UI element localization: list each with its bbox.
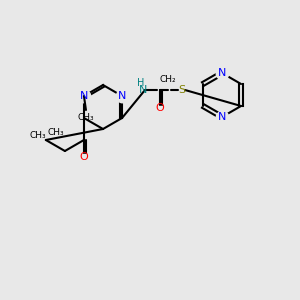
Text: CH₂: CH₂ (160, 76, 176, 85)
Text: H: H (137, 78, 145, 88)
Text: N: N (118, 91, 126, 101)
Text: N: N (139, 85, 147, 95)
Text: N: N (80, 91, 88, 101)
Text: N: N (218, 112, 226, 122)
Text: CH₃: CH₃ (78, 112, 94, 122)
Text: CH₃: CH₃ (47, 128, 64, 136)
Text: O: O (156, 103, 164, 113)
Text: O: O (80, 152, 88, 162)
Text: CH₃: CH₃ (29, 130, 46, 140)
Text: S: S (178, 85, 186, 95)
Text: N: N (218, 68, 226, 78)
